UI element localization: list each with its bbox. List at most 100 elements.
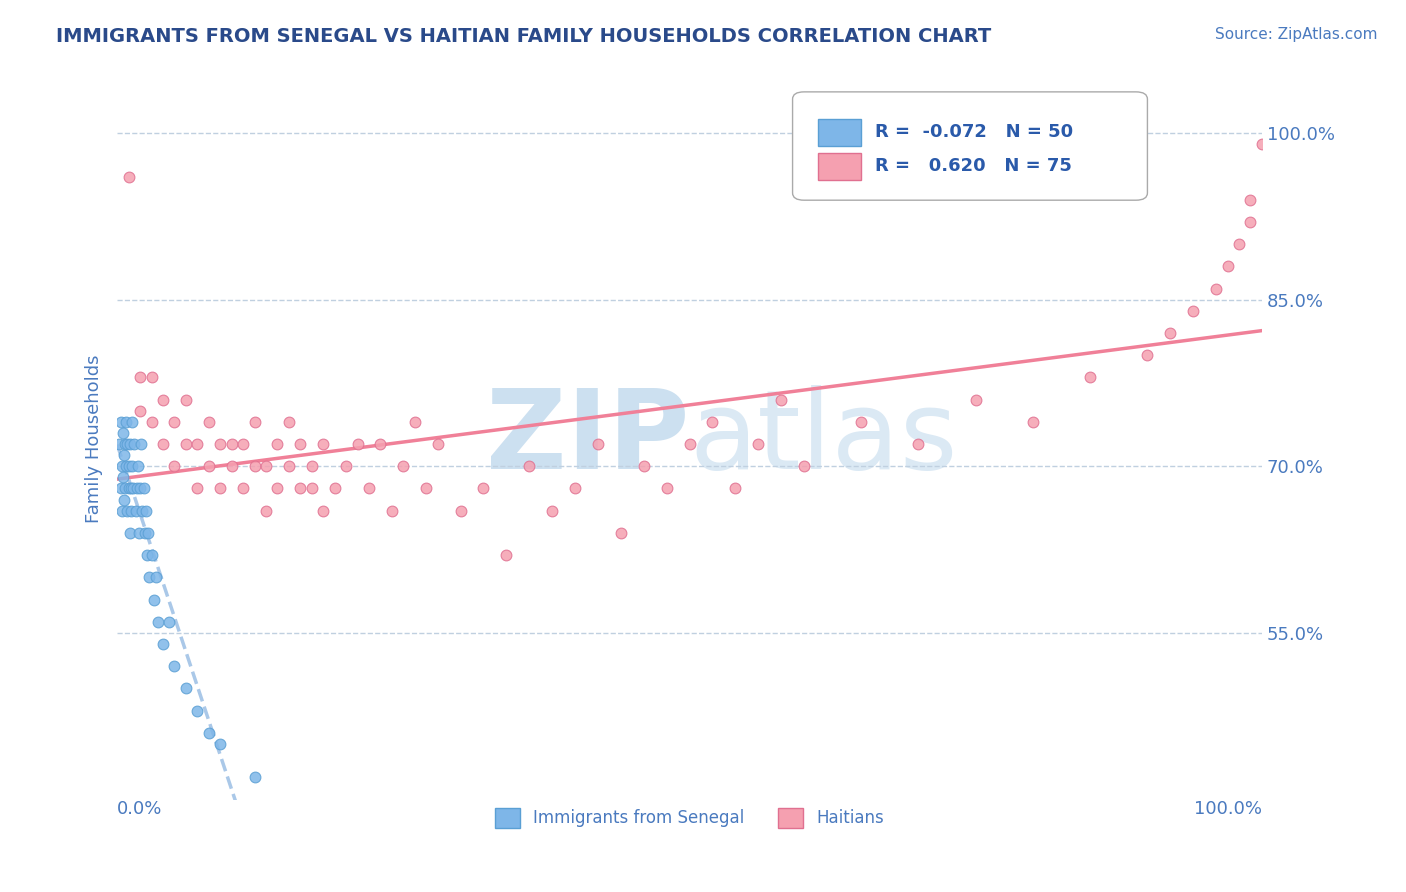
- Point: [426, 437, 449, 451]
- Point: [1078, 370, 1101, 384]
- Point: [586, 437, 609, 451]
- Point: [277, 415, 299, 429]
- Point: [907, 437, 929, 451]
- Point: [122, 482, 145, 496]
- Point: [152, 437, 174, 451]
- Point: [346, 437, 368, 451]
- Point: [111, 504, 134, 518]
- Point: [142, 592, 165, 607]
- Point: [129, 403, 152, 417]
- Point: [141, 415, 163, 429]
- Point: [117, 482, 139, 496]
- Point: [121, 415, 143, 429]
- Point: [517, 459, 540, 474]
- Point: [163, 459, 186, 474]
- FancyBboxPatch shape: [818, 153, 862, 180]
- Point: [770, 392, 793, 407]
- Point: [301, 482, 323, 496]
- Point: [209, 437, 232, 451]
- Point: [323, 482, 346, 496]
- Point: [450, 504, 472, 518]
- Point: [290, 482, 312, 496]
- Point: [495, 548, 517, 562]
- Point: [243, 415, 266, 429]
- Point: [118, 437, 141, 451]
- Point: [125, 482, 148, 496]
- Point: [163, 415, 186, 429]
- Point: [135, 504, 157, 518]
- Point: [120, 504, 142, 518]
- Text: R =  -0.072   N = 50: R = -0.072 N = 50: [875, 123, 1073, 141]
- Legend: Immigrants from Senegal, Haitians: Immigrants from Senegal, Haitians: [488, 801, 891, 835]
- Text: atlas: atlas: [689, 385, 957, 492]
- Point: [381, 504, 404, 518]
- Point: [197, 726, 219, 740]
- Text: IMMIGRANTS FROM SENEGAL VS HAITIAN FAMILY HOUSEHOLDS CORRELATION CHART: IMMIGRANTS FROM SENEGAL VS HAITIAN FAMIL…: [56, 27, 991, 45]
- Point: [117, 170, 139, 185]
- Point: [1159, 326, 1181, 340]
- Point: [117, 459, 139, 474]
- Point: [136, 525, 159, 540]
- Point: [472, 482, 495, 496]
- Point: [111, 459, 134, 474]
- Point: [120, 482, 142, 496]
- Point: [1239, 215, 1261, 229]
- Point: [1216, 260, 1239, 274]
- Point: [335, 459, 357, 474]
- Point: [221, 459, 243, 474]
- Point: [138, 570, 160, 584]
- Point: [747, 437, 769, 451]
- Point: [392, 459, 415, 474]
- Point: [266, 482, 288, 496]
- Point: [174, 681, 197, 696]
- Point: [129, 437, 152, 451]
- Point: [633, 459, 655, 474]
- Point: [357, 482, 380, 496]
- Point: [131, 504, 153, 518]
- Point: [112, 448, 135, 462]
- Text: ZIP: ZIP: [486, 385, 689, 492]
- Point: [197, 415, 219, 429]
- Point: [115, 459, 138, 474]
- Point: [163, 659, 186, 673]
- FancyBboxPatch shape: [793, 92, 1147, 200]
- Point: [415, 482, 437, 496]
- Text: 0.0%: 0.0%: [117, 799, 163, 818]
- Point: [232, 437, 254, 451]
- Point: [243, 770, 266, 784]
- Point: [254, 504, 277, 518]
- Point: [232, 482, 254, 496]
- Text: 100.0%: 100.0%: [1194, 799, 1263, 818]
- Point: [141, 548, 163, 562]
- Point: [118, 525, 141, 540]
- Point: [965, 392, 987, 407]
- Point: [128, 525, 150, 540]
- Point: [851, 415, 873, 429]
- Point: [1205, 281, 1227, 295]
- Point: [112, 492, 135, 507]
- Point: [404, 415, 426, 429]
- Point: [186, 704, 208, 718]
- Point: [312, 504, 335, 518]
- Point: [243, 459, 266, 474]
- Point: [186, 437, 208, 451]
- Point: [111, 425, 134, 440]
- Point: [793, 459, 815, 474]
- Point: [110, 482, 132, 496]
- Point: [114, 437, 136, 451]
- Point: [209, 482, 232, 496]
- Point: [115, 415, 138, 429]
- Point: [266, 437, 288, 451]
- Point: [301, 459, 323, 474]
- Point: [290, 437, 312, 451]
- Point: [1251, 137, 1274, 152]
- Point: [370, 437, 392, 451]
- Point: [145, 570, 167, 584]
- Point: [277, 459, 299, 474]
- Point: [114, 482, 136, 496]
- Point: [197, 459, 219, 474]
- Point: [157, 615, 180, 629]
- Point: [111, 470, 134, 484]
- Point: [110, 415, 132, 429]
- Text: R =   0.620   N = 75: R = 0.620 N = 75: [875, 157, 1071, 175]
